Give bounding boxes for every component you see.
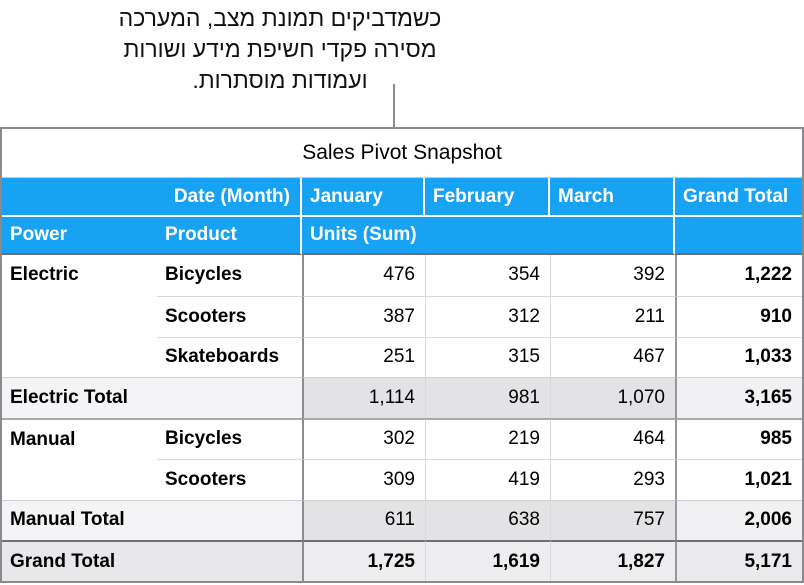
row-total-cell[interactable]: 1,021 bbox=[675, 458, 802, 500]
grand-total-cell[interactable]: 1,725 bbox=[302, 540, 425, 581]
row-label-manual[interactable]: Manual bbox=[2, 418, 157, 500]
header-february-cell[interactable]: February bbox=[425, 178, 550, 217]
row-label-bicycles[interactable]: Bicycles bbox=[157, 418, 302, 459]
annotation-text: כשמדביקים תמונת מצב, המערכה מסירה פקדי ח… bbox=[20, 3, 540, 96]
subtotal-cell[interactable]: 1,114 bbox=[302, 377, 425, 418]
data-cell[interactable]: 312 bbox=[425, 295, 550, 337]
row-label-scooters[interactable]: Scooters bbox=[157, 295, 302, 337]
data-cell[interactable]: 387 bbox=[302, 295, 425, 337]
data-cell[interactable]: 476 bbox=[302, 255, 425, 296]
data-cell[interactable]: 211 bbox=[550, 295, 675, 337]
table-title-cell[interactable]: Sales Pivot Snapshot bbox=[2, 129, 802, 178]
row-label-electric-total[interactable]: Electric Total bbox=[2, 377, 302, 418]
data-cell[interactable]: 251 bbox=[302, 336, 425, 378]
callout-connector-line bbox=[393, 84, 395, 128]
data-cell[interactable]: 354 bbox=[425, 255, 550, 296]
header-power-cell[interactable]: Power bbox=[2, 217, 157, 255]
subtotal-grand-cell[interactable]: 3,165 bbox=[675, 377, 802, 418]
row-total-cell[interactable]: 1,222 bbox=[675, 255, 802, 296]
data-cell[interactable]: 293 bbox=[550, 458, 675, 500]
data-cell[interactable]: 464 bbox=[550, 418, 675, 459]
header-product-cell[interactable]: Product bbox=[157, 217, 302, 255]
row-total-cell[interactable]: 1,033 bbox=[675, 336, 802, 378]
pivot-table: Sales Pivot Snapshot Date (Month) Januar… bbox=[0, 127, 804, 583]
header-empty-cell[interactable] bbox=[675, 217, 802, 255]
subtotal-grand-cell[interactable]: 2,006 bbox=[675, 499, 802, 541]
row-label-skateboards[interactable]: Skateboards bbox=[157, 336, 302, 378]
annotation-line-1: כשמדביקים תמונת מצב, המערכה bbox=[118, 5, 442, 31]
data-cell[interactable]: 219 bbox=[425, 418, 550, 459]
subtotal-cell[interactable]: 638 bbox=[425, 499, 550, 541]
header-grand-total-cell[interactable]: Grand Total bbox=[675, 178, 802, 217]
header-date-field-cell[interactable]: Date (Month) bbox=[2, 178, 302, 217]
row-total-cell[interactable]: 985 bbox=[675, 418, 802, 459]
annotation-line-2: מסירה פקדי חשיפת מידע ושורות bbox=[123, 36, 437, 62]
grand-total-cell[interactable]: 5,171 bbox=[675, 540, 802, 581]
annotation-line-3: ועמודות מוסתרות. bbox=[192, 67, 368, 93]
row-label-bicycles[interactable]: Bicycles bbox=[165, 264, 243, 286]
data-cell[interactable]: 419 bbox=[425, 458, 550, 500]
subtotal-cell[interactable]: 611 bbox=[302, 499, 425, 541]
data-cell[interactable]: 392 bbox=[550, 255, 675, 296]
header-units-sum-cell[interactable]: Units (Sum) bbox=[302, 217, 675, 255]
row-total-cell[interactable]: 910 bbox=[675, 295, 802, 337]
data-cell[interactable]: 309 bbox=[302, 458, 425, 500]
row-label-scooters[interactable]: Scooters bbox=[157, 458, 302, 500]
row-label-electric[interactable]: Electric bbox=[10, 264, 79, 285]
data-cell[interactable]: 302 bbox=[302, 418, 425, 459]
header-january-cell[interactable]: January bbox=[302, 178, 425, 217]
header-march-cell[interactable]: March bbox=[550, 178, 675, 217]
row-label-grand-total[interactable]: Grand Total bbox=[2, 540, 302, 581]
subtotal-cell[interactable]: 757 bbox=[550, 499, 675, 541]
data-cell[interactable]: 467 bbox=[550, 336, 675, 378]
data-cell[interactable]: 315 bbox=[425, 336, 550, 378]
grand-total-cell[interactable]: 1,619 bbox=[425, 540, 550, 581]
row-label-manual-total[interactable]: Manual Total bbox=[2, 499, 302, 541]
subtotal-cell[interactable]: 1,070 bbox=[550, 377, 675, 418]
subtotal-cell[interactable]: 981 bbox=[425, 377, 550, 418]
grand-total-cell[interactable]: 1,827 bbox=[550, 540, 675, 581]
